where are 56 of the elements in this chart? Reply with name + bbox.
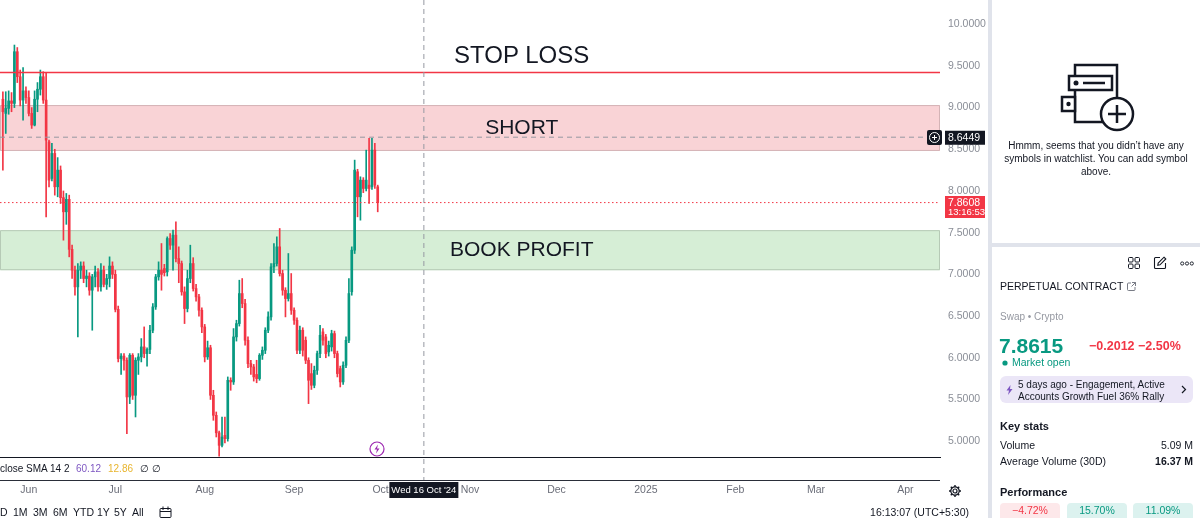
text: PERPETUAL CONTRACT <box>1000 280 1124 293</box>
text: 5Y <box>114 506 127 518</box>
x-tick-label: Feb <box>726 483 745 496</box>
x-tick-label: Aug <box>195 483 215 496</box>
x-tick-label: Oct <box>372 483 389 496</box>
text: Average Volume (30D) <box>1000 455 1107 468</box>
ref-line-label: 7.8608 <box>948 195 981 208</box>
text: Swap • Crypto <box>1000 311 1064 322</box>
x-tick-label: Dec <box>547 483 566 496</box>
y-tick-label: 5.0000 <box>948 434 981 447</box>
y-tick-label: 6.5000 <box>948 308 981 321</box>
x-tick-label: Sep <box>284 483 304 496</box>
y-tick-label: 7.0000 <box>948 267 981 280</box>
text: 7.8615 <box>999 334 1064 357</box>
text: 1M <box>13 506 28 518</box>
x-tick-label: Mar <box>806 483 826 496</box>
y-tick-label: 10.0000 <box>948 17 987 30</box>
y-tick-label: 8.5000 <box>948 142 981 155</box>
text: close SMA 14 2 <box>0 463 70 475</box>
x-tick-label: 2025 <box>634 483 658 496</box>
y-tick-label: 9.0000 <box>948 100 981 113</box>
text: 1Y <box>97 506 110 518</box>
x-tick-label: Apr <box>897 483 915 496</box>
text: 60.12 <box>76 463 102 475</box>
text: 5 days ago - Engagement, Active Accounts Growth Fuel 36% Rally <box>1018 379 1166 402</box>
y-tick-label: 5.5000 <box>948 392 981 405</box>
text: Key stats <box>1000 420 1049 432</box>
x-tick-label: Jun <box>20 483 38 496</box>
band-label: BOOK PROFIT <box>449 236 594 260</box>
text: Hmmm, seems that you didn’t have any symbols in watchlist. You can add symbol above. <box>1003 139 1189 178</box>
y-tick-label: 9.5000 <box>948 58 981 71</box>
text: Performance <box>1000 486 1068 498</box>
x-tick-label: Jul <box>108 483 123 496</box>
text: −0.2012 <box>1089 339 1135 354</box>
y-tick-label: 7.5000 <box>948 225 981 238</box>
text: 13:16:53 <box>948 206 985 218</box>
y-tick-label: 6.0000 <box>948 350 981 363</box>
text: Volume <box>1000 439 1036 452</box>
text: D <box>0 506 8 518</box>
text: Market open <box>1012 356 1071 369</box>
text: 3M <box>33 506 48 518</box>
text: ∅ ∅ <box>140 463 161 475</box>
text: 16.37 M <box>1155 455 1193 468</box>
text: YTD <box>73 506 94 518</box>
ref-line-label: 8.6449 <box>948 130 981 143</box>
y-tick-label: 8.0000 <box>948 183 981 196</box>
text: 6M <box>53 506 68 518</box>
text: All <box>132 506 144 518</box>
text: 5.09 M <box>1160 439 1193 452</box>
ref-line-label: Wed 16 Oct '24 <box>391 484 457 496</box>
ref-line-label: STOP LOSS <box>454 40 590 68</box>
text: 16:13:07 (UTC+5:30) <box>870 506 969 518</box>
text: 12.86 <box>108 463 134 475</box>
x-tick-label: Nov <box>460 483 481 496</box>
band-label: SHORT <box>485 114 559 138</box>
text: −2.50% <box>1138 339 1181 354</box>
